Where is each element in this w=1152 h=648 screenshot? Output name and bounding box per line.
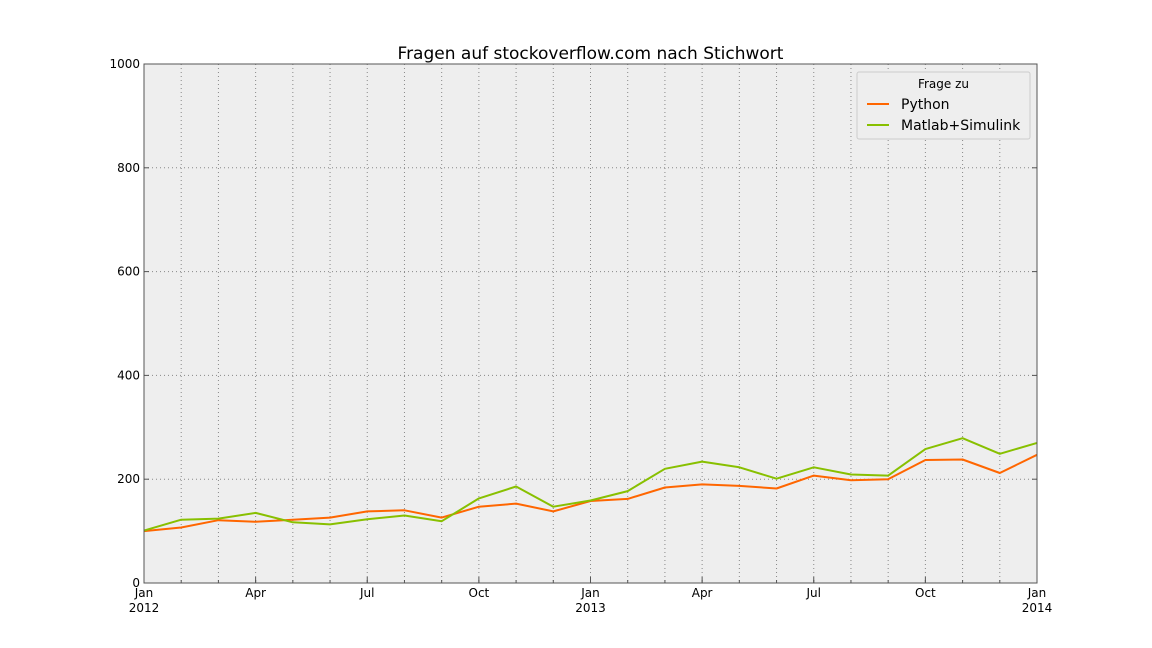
series-layer bbox=[143, 437, 1038, 533]
x-tick-label: Jul bbox=[359, 586, 374, 600]
legend-label-2: Matlab+Simulink bbox=[901, 118, 1021, 134]
y-tick-label: 0 bbox=[132, 576, 140, 590]
x-tick-label: Jan bbox=[1027, 586, 1047, 600]
y-tick-label: 400 bbox=[117, 368, 140, 382]
y-tick-label: 600 bbox=[117, 265, 140, 279]
x-tick-label: Jul bbox=[806, 586, 821, 600]
legend: Frage zu Python Matlab+Simulink bbox=[856, 71, 1031, 140]
series-line-2 bbox=[143, 437, 1038, 532]
x-tick-year-label: 2014 bbox=[1022, 601, 1053, 615]
y-tick-label: 200 bbox=[117, 472, 140, 486]
plot-area bbox=[144, 64, 1037, 583]
legend-title: Frage zu bbox=[918, 77, 969, 91]
x-tick-year-label: 2013 bbox=[575, 601, 606, 615]
plot-background-group bbox=[144, 64, 1037, 583]
grid-lines bbox=[143, 64, 1038, 583]
x-tick-label: Apr bbox=[245, 586, 266, 600]
legend-label-1: Python bbox=[901, 97, 950, 113]
y-tick-label: 800 bbox=[117, 161, 140, 175]
x-tick-label: Jan bbox=[134, 586, 154, 600]
x-tick-label: Apr bbox=[692, 586, 713, 600]
x-tick-label: Oct bbox=[469, 586, 490, 600]
x-tick-label: Oct bbox=[915, 586, 936, 600]
legend-box bbox=[856, 71, 1031, 140]
x-tick-year-label: 2012 bbox=[129, 601, 160, 615]
chart-title: Fragen auf stockoverflow.com nach Stichw… bbox=[398, 44, 784, 64]
x-tick-label: Jan bbox=[580, 586, 600, 600]
y-tick-label: 1000 bbox=[109, 57, 140, 71]
